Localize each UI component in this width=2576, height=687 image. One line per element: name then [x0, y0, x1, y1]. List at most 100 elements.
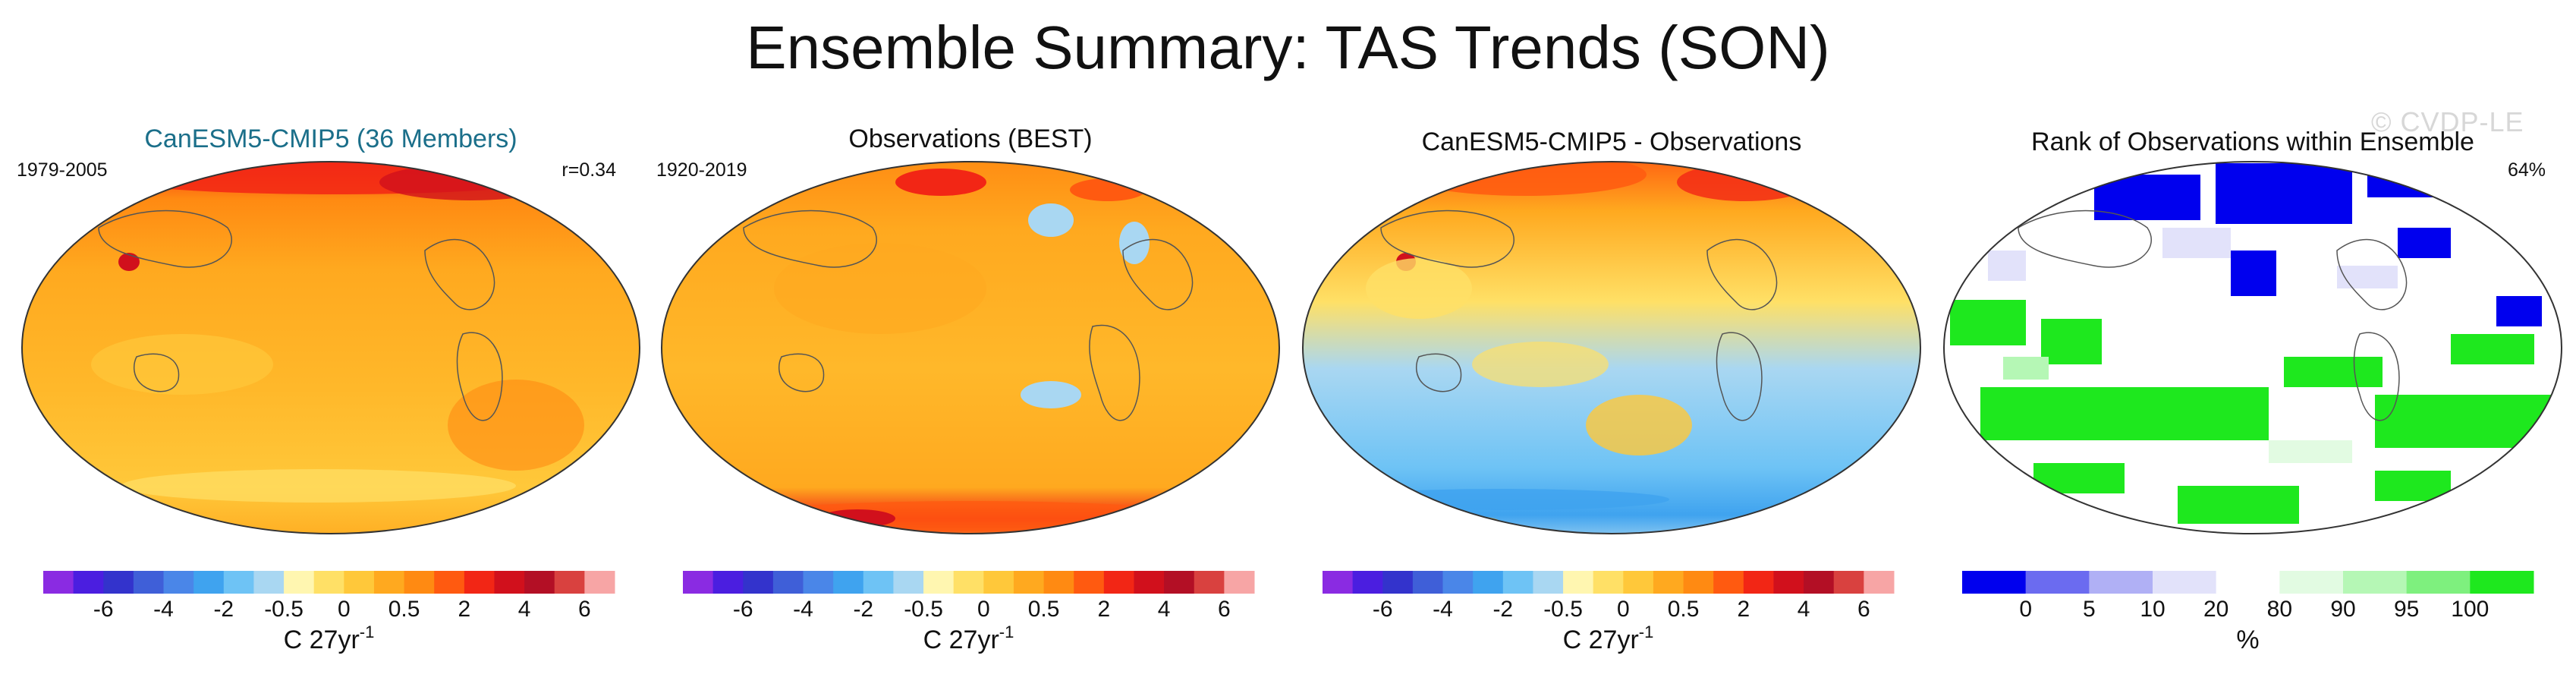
colorbar-swatch [253, 571, 285, 594]
colorbar-tick-label: 100 [2451, 597, 2489, 622]
colorbar-tick-label: -4 [793, 597, 813, 622]
colorbar-swatch [1713, 571, 1744, 594]
colorbar-swatch [1653, 571, 1684, 594]
figure-title: Ensemble Summary: TAS Trends (SON) [746, 14, 1830, 81]
panel-2-map [662, 162, 1279, 534]
colorbar-tick-label: -0.5 [904, 597, 943, 622]
colorbar-tick-label: -0.5 [264, 597, 304, 622]
panel-model-minus-observations: CanESM5-CMIP5 - Observations -6 -4 -2 -0.5 0… [1302, 128, 1921, 654]
colorbar-tick-label: -2 [213, 597, 234, 622]
colorbar-tick-label: 0.5 [1028, 597, 1060, 622]
panel-observations: Observations (BEST) 1920-2019 -6 -4 -2 -0.5… [656, 124, 1280, 654]
panel-2-map-border [661, 161, 1280, 534]
colorbar-tick-label: -4 [153, 597, 174, 622]
colorbar-unit-label: % [2236, 626, 2259, 654]
panel-3-map [1303, 162, 1920, 534]
panel-4-map [1944, 162, 2562, 534]
colorbar-swatch [1533, 571, 1564, 594]
colorbar-swatch [683, 571, 714, 594]
colorbar-swatch [103, 571, 134, 594]
colorbar-swatch [554, 571, 585, 594]
colorbar-swatch [1134, 571, 1165, 594]
colorbar-tick-label: 6 [1857, 597, 1870, 622]
panel-1-period: 1979-2005 [17, 159, 108, 181]
colorbar-tick-label: 0 [1617, 597, 1630, 622]
panel-4-percent: 64% [2508, 159, 2546, 181]
colorbar-swatch [803, 571, 834, 594]
colorbar-tick-label: 0 [977, 597, 990, 622]
colorbar-swatch [712, 571, 744, 594]
colorbar-tick-label: 0.5 [388, 597, 420, 622]
colorbar-swatch [743, 571, 774, 594]
colorbar-swatch [1224, 571, 1255, 594]
panel-4-title: Rank of Observations within Ensemble [2031, 128, 2474, 156]
colorbar-swatch [923, 571, 955, 594]
colorbar-swatch [434, 571, 465, 594]
colorbar-tick-label: 20 [2203, 597, 2228, 622]
colorbar-tick-label: -6 [1373, 597, 1393, 622]
colorbar-swatch [1593, 571, 1624, 594]
colorbar-unit-label: C 27yr-1 [284, 622, 375, 654]
colorbar-swatch [2089, 571, 2153, 594]
colorbar-swatch [2025, 571, 2090, 594]
panel-4-map-border [1943, 161, 2562, 534]
colorbar-swatch [373, 571, 405, 594]
panel-4-colorbar: 0 5 10 20 80 90 95 100% [1962, 571, 2534, 654]
panel-model-trend: CanESM5-CMIP5 (36 Members) 1979-2005 r=0… [17, 124, 640, 654]
colorbar-swatch [1352, 571, 1383, 594]
colorbar-swatch [863, 571, 894, 594]
panel-2-title: Observations (BEST) [848, 124, 1092, 153]
colorbar-tick-label: 5 [2083, 597, 2096, 622]
colorbar-swatch [1864, 571, 1895, 594]
colorbar-unit-label: C 27yr-1 [923, 622, 1014, 654]
colorbar-swatch [2279, 571, 2344, 594]
colorbar-swatch [1473, 571, 1504, 594]
colorbar-tick-label: -2 [853, 597, 873, 622]
colorbar-tick-label: 95 [2394, 597, 2419, 622]
colorbar-swatch [772, 571, 804, 594]
colorbar-swatch [1743, 571, 1774, 594]
colorbar-swatch [1074, 571, 1105, 594]
colorbar-tick-label: 90 [2330, 597, 2355, 622]
colorbar-swatch [1833, 571, 1864, 594]
colorbar-tick-label: 2 [1737, 597, 1750, 622]
colorbar-swatch [344, 571, 375, 594]
colorbar-tick-label: 80 [2267, 597, 2292, 622]
colorbar-swatch [163, 571, 194, 594]
colorbar-swatch [893, 571, 924, 594]
colorbar-tick-label: 10 [2140, 597, 2165, 622]
colorbar-swatch [404, 571, 435, 594]
colorbar-swatch [2470, 571, 2534, 594]
colorbar-swatch [193, 571, 225, 594]
panel-1-title: CanESM5-CMIP5 (36 Members) [144, 124, 517, 153]
colorbar-swatch [983, 571, 1014, 594]
panel-3-colorbar: -6 -4 -2 -0.5 0 0.5 2 4 6 C 27yr-1 [1323, 571, 1895, 654]
colorbar-swatch [1804, 571, 1835, 594]
colorbar-tick-label: 4 [1158, 597, 1171, 622]
colorbar-tick-label: 2 [1097, 597, 1110, 622]
colorbar-swatch [1194, 571, 1225, 594]
colorbar-swatch [1412, 571, 1444, 594]
colorbar-swatch [133, 571, 165, 594]
colorbar-swatch [1502, 571, 1533, 594]
colorbar-swatch [464, 571, 495, 594]
panel-1-map-border [21, 161, 640, 534]
colorbar-tick-label: 0.5 [1668, 597, 1700, 622]
watermark: © CVDP-LE [2371, 106, 2524, 137]
colorbar-swatch [1103, 571, 1134, 594]
panel-1-map [22, 162, 640, 534]
colorbar-swatch [1683, 571, 1714, 594]
colorbar-swatch [1164, 571, 1195, 594]
panel-3-map-border [1302, 161, 1921, 534]
panel-1-correlation: r=0.34 [561, 159, 616, 181]
colorbar-swatch [2406, 571, 2471, 594]
colorbar-tick-label: -6 [733, 597, 753, 622]
panel-2-colorbar: -6 -4 -2 -0.5 0 0.5 2 4 6 C 27yr-1 [683, 571, 1255, 654]
colorbar-tick-label: 4 [1798, 597, 1810, 622]
colorbar-unit-label: C 27yr-1 [1563, 622, 1654, 654]
colorbar-tick-label: 0 [338, 597, 351, 622]
colorbar-tick-label: 4 [518, 597, 531, 622]
colorbar-swatch [2216, 571, 2280, 594]
colorbar-tick-label: -6 [93, 597, 114, 622]
